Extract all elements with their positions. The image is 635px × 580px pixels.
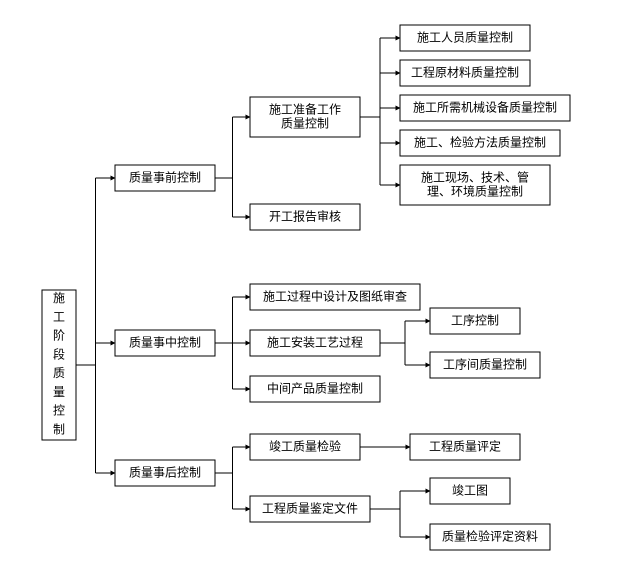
node-label: 质量控制	[281, 117, 329, 131]
node-label: 工程质量评定	[429, 439, 501, 454]
node-label: 质量事前控制	[129, 170, 201, 185]
node-label: 施工现场、技术、管	[421, 170, 529, 185]
node-label: 质量事后控制	[129, 466, 201, 480]
node-label: 中间产品质量控制	[267, 381, 363, 396]
node-m2a: 工序控制	[430, 308, 520, 334]
node-p3: 施工所需机械设备质量控制	[400, 95, 570, 121]
node-label: 施工过程中设计及图纸审查	[263, 289, 407, 304]
node-p5: 施工现场、技术、管理、环境质量控制	[400, 165, 550, 205]
node-post: 质量事后控制	[115, 460, 215, 486]
node-p1: 施工人员质量控制	[400, 25, 530, 51]
node-root: 施工阶段质量控制	[42, 290, 76, 440]
node-label: 施工安装工艺过程	[267, 335, 363, 350]
node-label: 质	[53, 366, 65, 380]
node-label: 施工人员质量控制	[417, 31, 513, 45]
node-po2b: 质量检验评定资料	[430, 524, 550, 550]
node-m3: 中间产品质量控制	[250, 376, 380, 402]
node-po1: 竣工质量检验	[250, 434, 360, 460]
node-po2a: 竣工图	[430, 478, 510, 504]
node-pre: 质量事前控制	[115, 165, 215, 191]
node-prep: 施工准备工作质量控制	[250, 97, 360, 137]
node-label: 施工、检验方法质量控制	[414, 135, 546, 150]
node-label: 工	[53, 310, 65, 324]
node-label: 段	[53, 346, 65, 361]
node-start: 开工报告审核	[250, 204, 360, 230]
node-label: 量	[53, 385, 65, 399]
node-label: 竣工质量检验	[269, 439, 341, 454]
node-p2: 工程原材料质量控制	[400, 60, 530, 86]
node-po2: 工程质量鉴定文件	[250, 496, 370, 522]
node-label: 质量事中控制	[129, 335, 201, 350]
node-label: 施工所需机械设备质量控制	[413, 100, 557, 115]
node-label: 工程原材料质量控制	[411, 65, 519, 80]
node-m2: 施工安装工艺过程	[250, 330, 380, 356]
node-label: 施工准备工作	[269, 103, 341, 117]
tree-diagram: 施工阶段质量控制质量事前控制质量事中控制质量事后控制施工准备工作质量控制开工报告…	[0, 0, 635, 580]
node-label: 工序间质量控制	[443, 357, 527, 372]
node-label: 竣工图	[452, 483, 488, 498]
node-label: 控	[53, 404, 65, 418]
node-m2b: 工序间质量控制	[430, 352, 540, 378]
node-po1a: 工程质量评定	[410, 434, 520, 460]
node-label: 开工报告审核	[269, 209, 341, 224]
node-label: 工程质量鉴定文件	[262, 501, 358, 516]
node-label: 质量检验评定资料	[442, 529, 538, 544]
node-m1: 施工过程中设计及图纸审查	[250, 284, 420, 310]
node-label: 阶	[53, 329, 65, 343]
node-label: 制	[53, 422, 65, 436]
node-p4: 施工、检验方法质量控制	[400, 130, 560, 156]
node-label: 工序控制	[451, 313, 499, 328]
node-mid: 质量事中控制	[115, 330, 215, 356]
node-label: 理、环境质量控制	[427, 184, 523, 199]
node-label: 施	[53, 291, 65, 305]
